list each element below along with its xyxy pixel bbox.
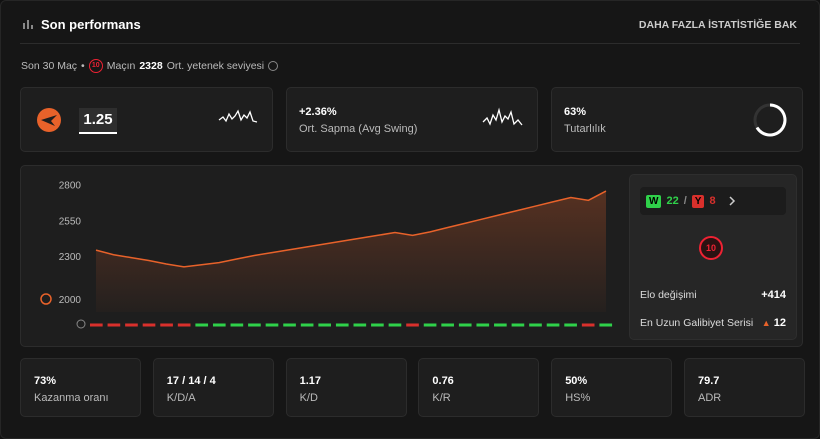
elo-label: Elo değişimi xyxy=(640,289,697,301)
y-tick-label: 2550 xyxy=(59,216,82,227)
stat-value: 0.76 xyxy=(432,375,454,387)
stat-value: 73% xyxy=(34,375,57,387)
loss-badge: Y xyxy=(691,194,705,208)
stat-value: 17 / 14 / 4 xyxy=(166,375,216,387)
card-label: Tutarlılık xyxy=(564,123,606,135)
record[interactable]: W 22 / Y 8 xyxy=(640,187,786,215)
consistency-card: 63% Tutarlılık xyxy=(551,87,803,152)
consistency-ring xyxy=(753,103,787,137)
rating-icon xyxy=(37,108,61,132)
losses: 8 xyxy=(709,195,716,207)
y-tick-label: 2300 xyxy=(59,252,82,263)
elo-chart: 2000 2300 2550 2800 xyxy=(40,181,613,329)
streak-value: ▲ 12 xyxy=(761,317,786,329)
prefix: Maçın xyxy=(106,60,136,72)
stat-label: HS% xyxy=(565,392,591,404)
elo-value: +414 xyxy=(761,289,786,301)
stat-card: 50% HS% xyxy=(551,358,673,417)
card-value: 63% xyxy=(564,106,587,118)
level-badge: 10 xyxy=(88,59,103,73)
info-icon xyxy=(76,319,86,329)
rank-icon xyxy=(40,293,52,305)
area xyxy=(96,191,606,312)
info-icon xyxy=(268,61,279,71)
stat-value: 1.17 xyxy=(299,375,322,387)
suffix: Ort. yetenek seviyesi xyxy=(166,60,265,72)
chevron xyxy=(729,196,735,206)
sparkline xyxy=(482,107,523,126)
stat-card: 73% Kazanma oranı xyxy=(20,358,141,417)
line xyxy=(95,190,607,268)
win-badge: W xyxy=(646,194,662,208)
stat-label: ADR xyxy=(698,392,722,404)
stat-card: 0.76 K/R xyxy=(418,358,540,417)
rating-card: 1.25 xyxy=(20,87,273,152)
stat-card: 17 / 14 / 4 K/D/A xyxy=(152,358,274,417)
stat-value: 50% xyxy=(565,375,588,387)
stat-label: K/D/A xyxy=(166,392,196,404)
card-value: +2.36% xyxy=(299,106,337,118)
swing-card: +2.36% Ort. Sapma (Avg Swing) xyxy=(286,87,538,152)
rating-value: 1.25 xyxy=(79,108,117,134)
stat-card: 1.17 K/D xyxy=(285,358,407,417)
level-badge: 10 xyxy=(699,236,723,260)
chart-card: 2000 2300 2550 2800 W 22 / Y 8 10 Elo değiş… xyxy=(20,165,803,347)
bars-icon xyxy=(23,20,33,29)
streak-number: 12 xyxy=(773,317,786,329)
streak-label: En Uzun Galibiyet Serisi xyxy=(640,317,754,329)
stat-label: Kazanma oranı xyxy=(34,392,109,404)
y-tick-label: 2800 xyxy=(59,181,82,192)
card-label: Ort. Sapma (Avg Swing) xyxy=(299,123,418,135)
divider xyxy=(20,43,800,44)
average: 2328 xyxy=(139,60,163,72)
summary-panel: W 22 / Y 8 10 Elo değişimi +414 En Uzun … xyxy=(629,174,797,340)
stat-card: 79.7 ADR xyxy=(684,358,805,417)
sparkline xyxy=(218,109,258,123)
y-tick-label: 2000 xyxy=(59,295,82,306)
period: Son 30 Maç xyxy=(21,60,78,72)
wins: 22 xyxy=(666,195,679,207)
more-stats-link[interactable]: DAHA FAZLA İSTATİSTİĞE BAK xyxy=(638,19,797,31)
slash: / xyxy=(683,195,687,207)
subheader: Son 30 Maç • 10 Maçın 2328 Ort. yetenek … xyxy=(21,59,279,73)
stat-label: K/R xyxy=(432,392,451,404)
separator: • xyxy=(81,60,85,72)
stat-label: K/D xyxy=(299,392,318,404)
stat-value: 79.7 xyxy=(698,375,720,387)
title: Son performans xyxy=(41,17,141,32)
